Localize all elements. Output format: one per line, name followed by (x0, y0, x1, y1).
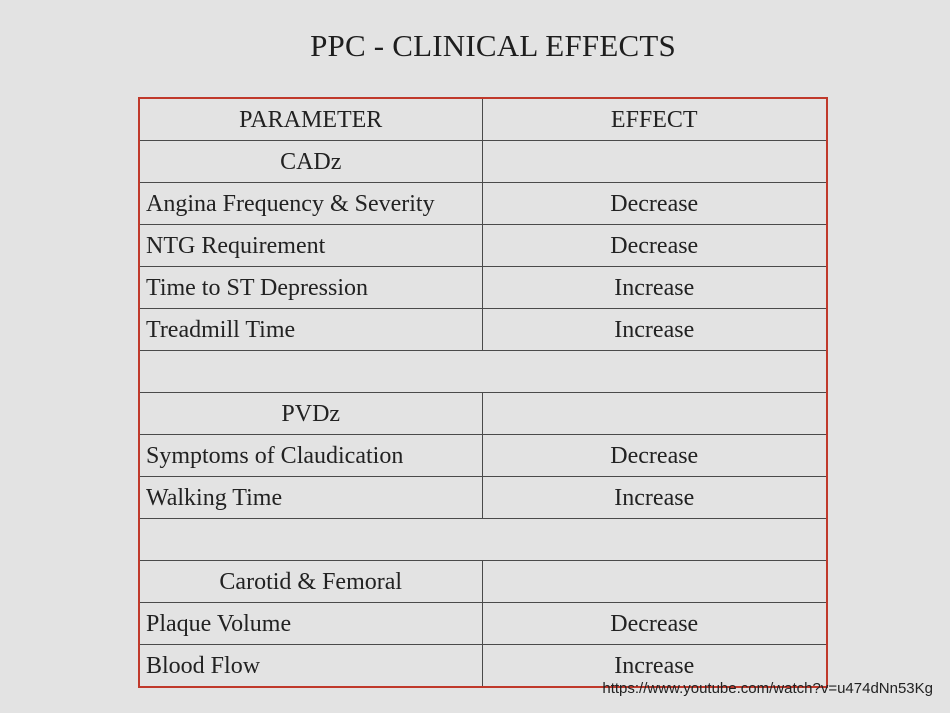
parameter-cell: Plaque Volume (138, 602, 483, 645)
header-parameter: PARAMETER (138, 97, 483, 141)
parameter-cell: Angina Frequency & Severity (138, 182, 483, 225)
table-row: Blood Flow Increase (138, 644, 828, 688)
slide-title: PPC - CLINICAL EFFECTS (310, 28, 676, 63)
group-effect-empty (481, 140, 828, 183)
table-row: Treadmill Time Increase (138, 308, 828, 351)
effect-cell: Decrease (481, 602, 828, 645)
parameter-cell: Walking Time (138, 476, 483, 519)
group-name: CADz (138, 140, 483, 183)
header-effect: EFFECT (481, 97, 828, 141)
effect-cell: Increase (481, 476, 828, 519)
effect-cell: Decrease (481, 434, 828, 477)
group-row-pvdz: PVDz (138, 392, 828, 435)
table-row: Angina Frequency & Severity Decrease (138, 182, 828, 225)
spacer-cell (138, 350, 828, 393)
parameter-cell: Time to ST Depression (138, 266, 483, 309)
table-header-row: PARAMETER EFFECT (138, 97, 828, 141)
table-row: Plaque Volume Decrease (138, 602, 828, 645)
group-row-cadz: CADz (138, 140, 828, 183)
group-effect-empty (481, 392, 828, 435)
parameter-cell: Symptoms of Claudication (138, 434, 483, 477)
group-effect-empty (481, 560, 828, 603)
clinical-effects-table: PARAMETER EFFECT CADz Angina Frequency &… (138, 97, 828, 688)
effect-cell: Decrease (481, 182, 828, 225)
parameter-cell: Treadmill Time (138, 308, 483, 351)
table-row: Time to ST Depression Increase (138, 266, 828, 309)
effect-cell: Increase (481, 644, 828, 688)
group-name: PVDz (138, 392, 483, 435)
spacer-row (138, 350, 828, 393)
effect-cell: Decrease (481, 224, 828, 267)
effect-cell: Increase (481, 266, 828, 309)
source-url: https://www.youtube.com/watch?v=u474dNn5… (602, 680, 933, 697)
spacer-cell (138, 518, 828, 561)
parameter-cell: Blood Flow (138, 644, 483, 688)
spacer-row (138, 518, 828, 561)
effect-cell: Increase (481, 308, 828, 351)
table-row: Symptoms of Claudication Decrease (138, 434, 828, 477)
table-row: NTG Requirement Decrease (138, 224, 828, 267)
parameter-cell: NTG Requirement (138, 224, 483, 267)
group-row-carotid-femoral: Carotid & Femoral (138, 560, 828, 603)
table-row: Walking Time Increase (138, 476, 828, 519)
group-name: Carotid & Femoral (138, 560, 483, 603)
